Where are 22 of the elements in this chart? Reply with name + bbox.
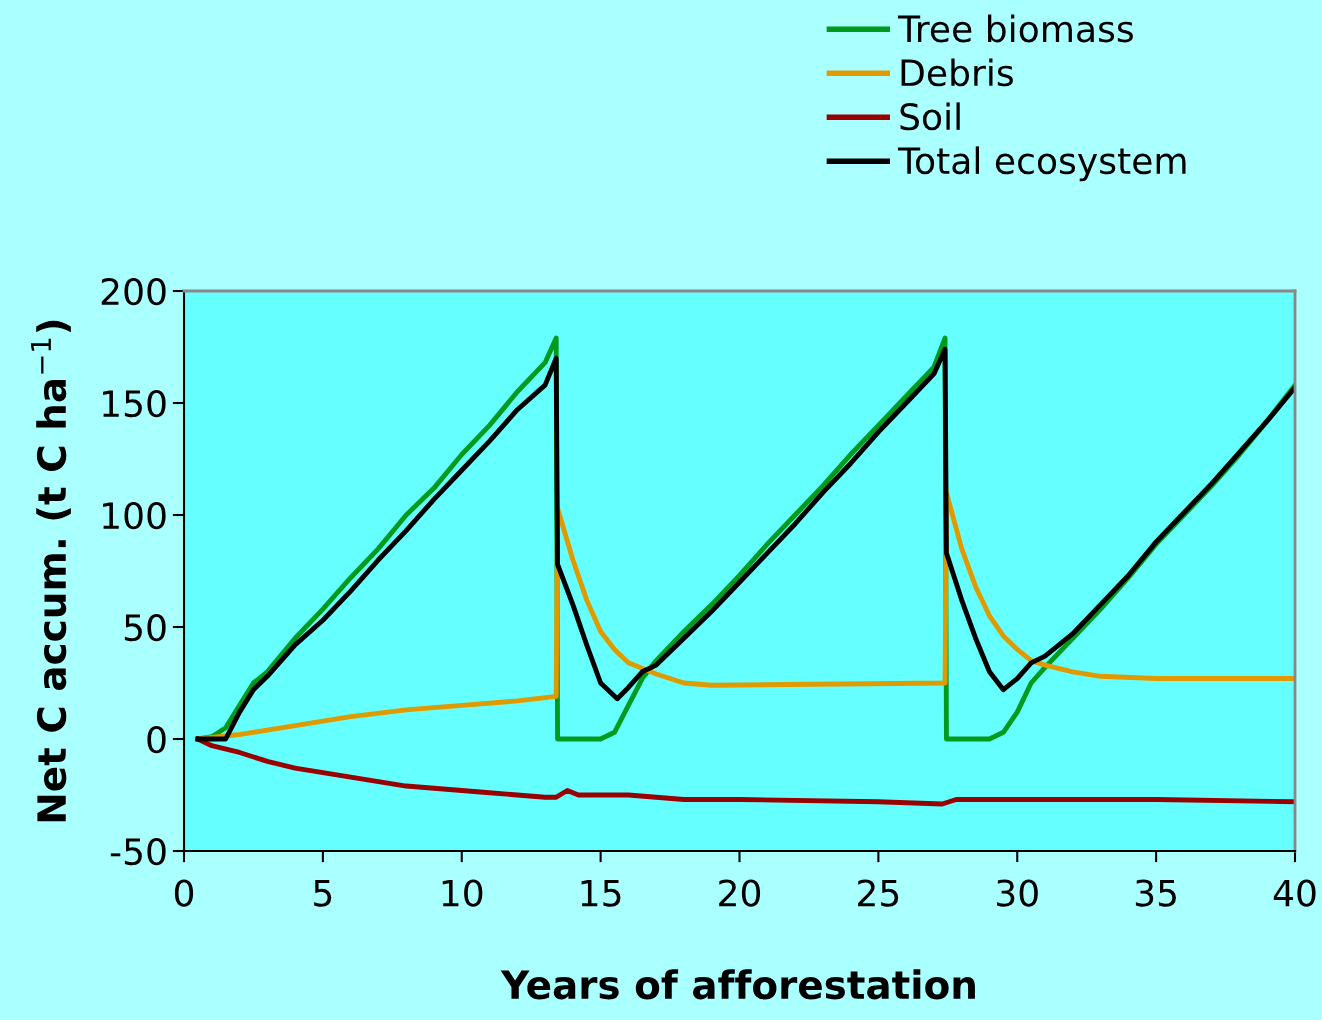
x-tick-label: 0 bbox=[174, 879, 194, 907]
x-tick-label: 40 bbox=[1273, 879, 1316, 907]
y-tick-label: 50 bbox=[124, 613, 166, 642]
y-axis-title: Net C accum. (t C ha$^{−1}$) bbox=[31, 320, 71, 822]
x-tick-label: 25 bbox=[858, 879, 899, 907]
x-tick-label: 10 bbox=[442, 879, 483, 907]
x-tick-label: 15 bbox=[581, 879, 621, 907]
y-tick-label: 100 bbox=[103, 501, 166, 530]
line-series bbox=[195, 736, 1295, 807]
x-axis-title: Years of afforestation bbox=[500, 969, 975, 1000]
legend-label: Total ecosystem bbox=[897, 146, 1186, 182]
y-tick-label: -50 bbox=[110, 837, 166, 866]
x-tick-label: 35 bbox=[1135, 879, 1176, 907]
y-tick-label: 0 bbox=[147, 725, 166, 754]
x-tick-label: 5 bbox=[314, 879, 332, 907]
x-tick-label: 30 bbox=[997, 879, 1038, 907]
legend-label: Tree biomass bbox=[897, 14, 1133, 43]
legend-label: Soil bbox=[900, 102, 960, 131]
x-tick-label: 20 bbox=[719, 879, 761, 907]
legend-label: Debris bbox=[901, 58, 1013, 87]
y-tick-label: 200 bbox=[101, 277, 166, 306]
y-tick-label: 150 bbox=[103, 389, 166, 418]
